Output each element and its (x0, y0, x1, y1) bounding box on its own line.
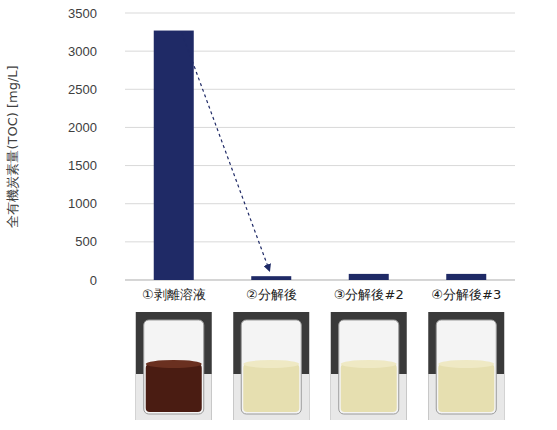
photo-bg (331, 312, 407, 420)
liquid (243, 364, 299, 412)
page: {"chart_data": {"type": "bar", "y_label"… (0, 0, 557, 430)
bar (446, 274, 486, 280)
y-tick-label: 500 (75, 234, 97, 249)
x-tick-label: ①剥離溶液 (142, 287, 206, 302)
grid-line (125, 13, 515, 14)
bar (154, 31, 194, 280)
y-tick-label: 0 (90, 273, 97, 288)
liquid (341, 364, 397, 412)
y-tick-label: 3000 (68, 44, 97, 59)
bar (349, 274, 389, 280)
bar (251, 276, 291, 280)
y-tick-label: 1000 (68, 196, 97, 211)
beaker (436, 320, 496, 414)
sample-photo (331, 312, 407, 420)
arrow (182, 33, 270, 271)
beaker (339, 320, 399, 414)
y-tick-label: 2500 (68, 82, 97, 97)
sample-photo (428, 312, 504, 420)
y-tick-label: 1500 (68, 158, 97, 173)
beaker (144, 320, 204, 414)
photo-bg (428, 312, 504, 420)
y-tick-label: 2000 (68, 120, 97, 135)
x-tick-label: ②分解後 (246, 287, 297, 302)
sample-photo (233, 312, 309, 420)
y-axis-title: 全有機炭素量(TOC) [mg/L] (5, 65, 20, 227)
x-tick-label: ③分解後#2 (334, 287, 404, 302)
liquid (438, 364, 494, 412)
photo-bg (233, 312, 309, 420)
y-tick-label: 3500 (68, 6, 97, 21)
liquid-surface (146, 360, 202, 368)
liquid-surface (341, 360, 397, 368)
x-tick-label: ④分解後#3 (431, 287, 501, 302)
photo-bg (136, 312, 212, 420)
liquid-surface (438, 360, 494, 368)
liquid-surface (243, 360, 299, 368)
liquid (146, 364, 202, 412)
sample-photo (136, 312, 212, 420)
beaker (241, 320, 301, 414)
chart: 0 500 1000 1500 2000 2500 3000 3500 全有機炭素量(TOC) … (0, 0, 557, 430)
